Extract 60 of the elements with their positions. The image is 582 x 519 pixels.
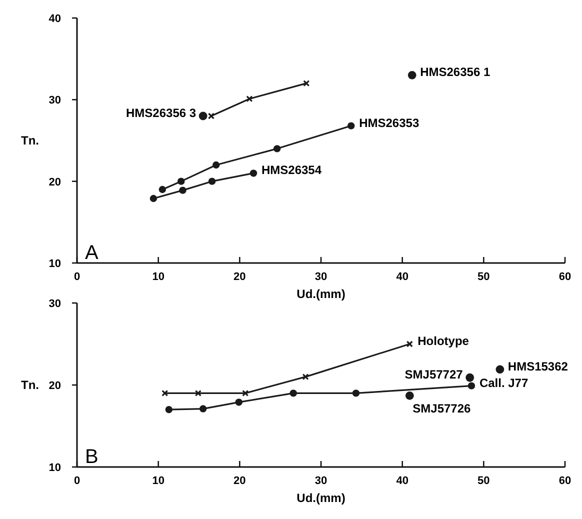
point (273, 145, 281, 152)
x-axis-title: Ud.(mm) (296, 491, 346, 505)
annotation: B (85, 446, 98, 468)
point (150, 194, 158, 202)
series-label: Holotype (418, 334, 470, 348)
point (178, 178, 185, 185)
annotation: A (85, 242, 99, 264)
point (468, 382, 476, 390)
series-label: HMS26353 (359, 116, 420, 130)
point (199, 405, 207, 412)
x-axis-title: Ud.(mm) (296, 287, 346, 301)
x-tick-label: 40 (396, 271, 408, 283)
point (408, 70, 416, 80)
point (212, 161, 220, 169)
y-tick-label: 40 (48, 13, 61, 25)
point (194, 390, 202, 396)
y-axis-title: Tn. (21, 378, 39, 392)
y-tick-label: 20 (48, 380, 61, 392)
x-tick-label: 10 (152, 271, 164, 283)
point (466, 373, 474, 382)
y-tick-label: 10 (48, 462, 61, 474)
x-tick-label: 40 (396, 475, 408, 487)
point (352, 390, 360, 397)
point (179, 186, 186, 194)
x-tick-label: 10 (152, 475, 164, 487)
y-tick-label: 30 (48, 94, 61, 107)
series-label: HMS15362 (508, 359, 568, 374)
point (208, 178, 216, 185)
x-tick-label: 20 (234, 271, 246, 283)
point (198, 112, 208, 120)
point (158, 186, 166, 194)
x-tick-label: 50 (478, 271, 490, 283)
x-tick-label: 30 (314, 271, 328, 283)
x-tick-label: 0 (74, 271, 80, 283)
y-tick-label: 30 (48, 298, 61, 310)
point (290, 390, 297, 397)
series-label: SMJ57726 (412, 402, 472, 416)
point (496, 365, 504, 374)
series-label: HMS26356 1 (420, 65, 490, 80)
series-label: Call. J77 (479, 376, 528, 390)
point (302, 374, 309, 380)
x-tick-label: 50 (478, 475, 490, 487)
point (250, 170, 258, 177)
x-tick-label: 60 (558, 271, 572, 283)
y-axis-title: Tn. (21, 134, 39, 148)
series-label: HMS26354 (261, 163, 322, 178)
x-tick-label: 30 (314, 475, 328, 487)
x-tick-label: 60 (558, 475, 572, 487)
x-tick-label: 0 (74, 475, 80, 487)
point (235, 398, 242, 406)
y-tick-label: 20 (48, 176, 61, 188)
y-tick-label: 10 (48, 258, 61, 270)
x-tick-label: 20 (234, 475, 246, 487)
point (405, 391, 414, 400)
series-label: HMS26356 3 (126, 106, 196, 120)
point (165, 406, 173, 414)
point (246, 96, 253, 102)
series-label: SMJ57727 (404, 368, 464, 382)
point (347, 122, 355, 130)
point (242, 390, 249, 396)
